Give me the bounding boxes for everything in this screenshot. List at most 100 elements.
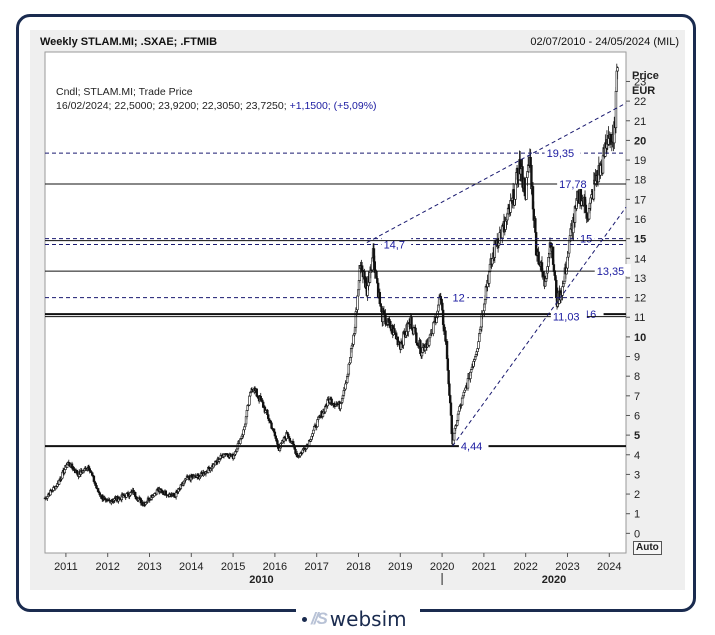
y-tick-label: 5	[634, 430, 640, 442]
level-label: 11,03	[553, 312, 580, 324]
level-label: 14,7	[384, 240, 405, 252]
level-label-bg	[594, 264, 631, 277]
trend-line	[366, 102, 627, 244]
candle-body	[294, 448, 297, 454]
y-tick-label: 11	[634, 312, 645, 324]
y-tick-label: 9	[634, 352, 640, 364]
candle-body	[444, 330, 447, 342]
y-tick-label: 23	[634, 76, 646, 88]
candle-body	[410, 316, 413, 329]
candle-body	[552, 264, 556, 272]
trend-line	[452, 206, 627, 447]
y-tick-label: 15	[634, 234, 646, 246]
candle-body	[514, 183, 517, 200]
level-label-bg	[458, 439, 489, 452]
info-ohlc-line: 16/02/2024; 22,5000; 23,9200; 22,3050; 2…	[56, 100, 377, 112]
candle-body	[614, 90, 618, 129]
y-tick-label: 6	[634, 410, 640, 422]
level-label-bg	[557, 177, 594, 190]
x-tick-label: 2021	[472, 561, 496, 573]
info-series-line: Cndl; STLAM.MI; Trade Price	[56, 86, 193, 98]
candle-body	[248, 395, 251, 406]
price-axis-label: Price	[632, 70, 659, 82]
level-label: 15	[580, 234, 592, 246]
x-tick-label: 2016	[263, 561, 287, 573]
y-tick-label: 20	[634, 135, 646, 147]
y-tick-label: 22	[634, 96, 646, 108]
y-tick-label: 21	[634, 116, 646, 128]
x-tick-label: 2013	[137, 561, 161, 573]
x-tick-label: 2023	[555, 561, 579, 573]
candle-body	[601, 155, 605, 174]
candle-body	[415, 342, 419, 346]
candle-body	[452, 432, 456, 441]
candle-body	[529, 156, 532, 166]
date-range: 02/07/2010 - 24/05/2024 (MIL)	[530, 36, 679, 48]
candle-body	[537, 251, 540, 265]
level-label: 12	[453, 293, 465, 305]
x-tick-label: 2015	[221, 561, 245, 573]
x-tick-label: 2018	[346, 561, 370, 573]
info-ohlc-values: 16/02/2024; 22,5000; 23,9200; 22,3050; 2…	[56, 100, 287, 112]
x-tick-label: 2024	[597, 561, 621, 573]
candle-body	[339, 403, 342, 410]
candle-body	[534, 218, 537, 233]
logo-mark: //S	[311, 609, 328, 628]
candle-body	[456, 413, 460, 421]
candle-body	[449, 402, 453, 416]
auto-scale-button[interactable]: Auto	[633, 541, 662, 555]
candle-body	[487, 271, 491, 284]
logo-text: websim	[329, 607, 407, 631]
candle-body	[245, 410, 249, 418]
level-label-bg	[550, 309, 587, 322]
y-tick-label: 16	[634, 214, 646, 226]
candle-body	[419, 340, 422, 355]
candle-body	[457, 410, 461, 415]
candle-body	[448, 383, 451, 396]
candle-body	[477, 341, 480, 349]
x-tick-label: 2014	[179, 561, 203, 573]
candle-body	[393, 328, 396, 334]
candle-body	[347, 363, 351, 375]
y-tick-label: 17	[634, 194, 646, 206]
chart-title: Weekly STLAM.MI; .SXAE; .FTMIB	[40, 36, 218, 48]
decade-label: 2020	[542, 574, 566, 586]
level-label: 17,78	[559, 179, 587, 191]
x-tick-label: 2022	[513, 561, 537, 573]
x-tick-label: 2019	[388, 561, 412, 573]
y-tick-label: 0	[634, 528, 640, 540]
y-tick-label: 10	[634, 332, 646, 344]
candle-body	[363, 271, 366, 277]
level-label: 4,44	[461, 441, 482, 453]
x-tick-label: 2020	[430, 561, 454, 573]
y-tick-label: 8	[634, 371, 640, 383]
y-tick-label: 2	[634, 489, 640, 501]
y-tick-label: 7	[634, 391, 640, 403]
candle-body	[616, 67, 619, 72]
currency-label: EUR	[632, 85, 656, 97]
y-tick-label: 1	[634, 509, 640, 521]
y-tick-label: 14	[634, 253, 646, 265]
candle-body	[561, 286, 564, 296]
plot-area	[44, 51, 627, 554]
candle-body	[380, 305, 383, 313]
y-tick-label: 3	[634, 469, 640, 481]
candle-body	[460, 397, 464, 406]
candle-body	[164, 490, 168, 496]
candle-body	[312, 429, 315, 434]
x-tick-label: 2011	[54, 561, 78, 573]
x-tick-label: 2017	[304, 561, 328, 573]
candle-body	[75, 470, 79, 474]
level-label: 13,35	[597, 266, 625, 278]
y-tick-label: 13	[634, 273, 646, 285]
y-tick-label: 18	[634, 175, 646, 187]
level-label-bg	[544, 146, 581, 159]
y-tick-label: 4	[634, 450, 640, 462]
candle-body	[63, 469, 66, 474]
info-change: +1,1500; (+5,09%)	[289, 100, 377, 112]
y-tick-label: 12	[634, 293, 646, 305]
level-label: 19,35	[547, 148, 575, 160]
y-tick-label: 19	[634, 155, 646, 167]
candle-body	[432, 322, 435, 334]
